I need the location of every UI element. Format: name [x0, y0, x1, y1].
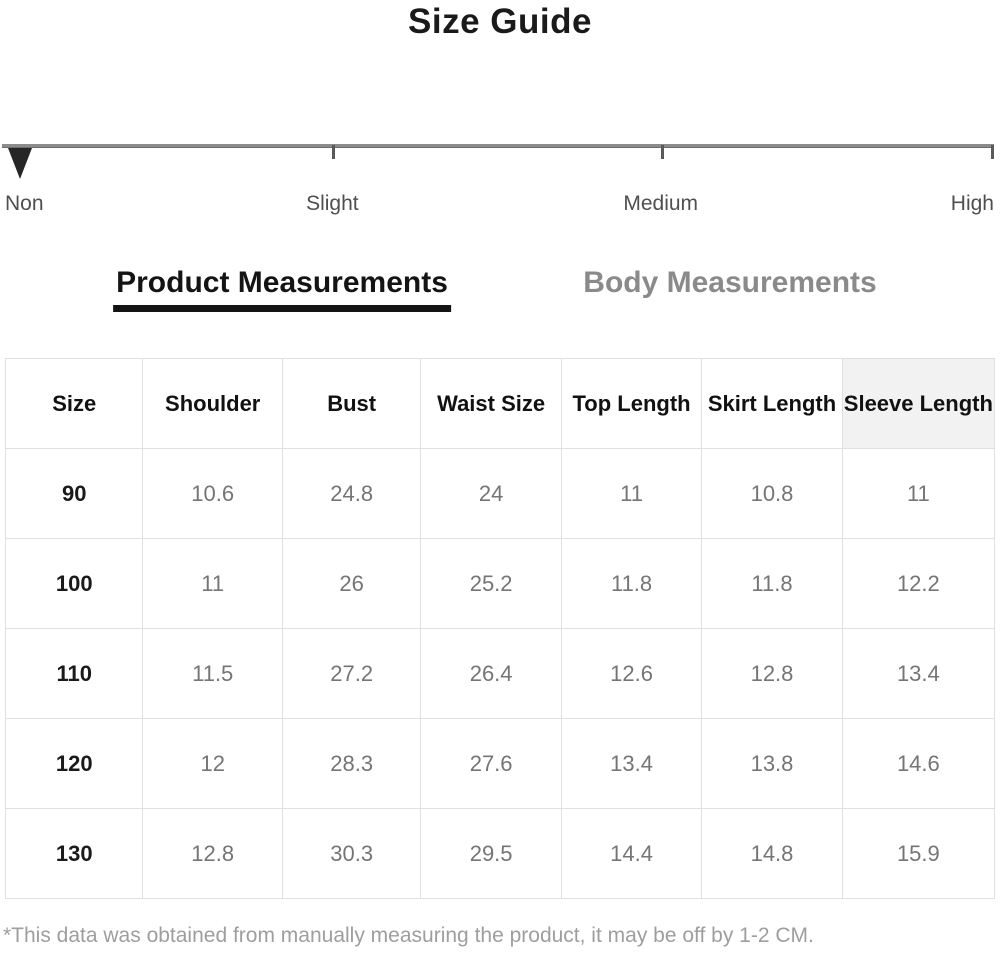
size-table: Size Shoulder Bust Waist Size Top Length Skir… — [4, 358, 996, 899]
measurement-cell: 12.6 — [560, 628, 703, 719]
size-table-body: 90 10.6 24.8 24 11 10.8 11 100 11 26 25.2 11.8 11.8 1… — [4, 448, 996, 899]
measurement-cell: 15.9 — [841, 808, 996, 899]
measurement-disclaimer: *This data was obtained from manually me… — [3, 924, 814, 947]
scale-label-non: Non — [5, 192, 44, 215]
measurement-cell: 11.8 — [701, 538, 843, 629]
measurement-cell: 11 — [560, 448, 703, 539]
column-header-sleeve-length: Sleeve Length — [841, 358, 996, 449]
measurement-cell: 10.8 — [701, 448, 843, 539]
measurement-cell: 26 — [281, 538, 422, 629]
measurement-cell: 11 — [142, 538, 283, 629]
column-header-skirt-length: Skirt Length — [701, 358, 843, 449]
measurement-cell: 10.6 — [142, 448, 283, 539]
column-header-waist-size: Waist Size — [420, 358, 562, 449]
scale-line — [2, 144, 994, 148]
body-measurements-heading: Body Measurements — [583, 266, 877, 299]
scale-tick-high — [991, 145, 994, 159]
measurement-cell: 14.4 — [560, 808, 703, 899]
measurement-cell: 25.2 — [420, 538, 562, 629]
product-measurements-heading: Product Measurements — [113, 266, 451, 312]
size-cell: 130 — [4, 808, 144, 899]
column-header-bust: Bust — [281, 358, 422, 449]
measurement-cell: 14.8 — [701, 808, 843, 899]
table-row: 90 10.6 24.8 24 11 10.8 11 — [4, 448, 996, 539]
size-cell: 120 — [4, 718, 144, 809]
scale-tick-medium — [660, 145, 664, 159]
measurement-cell: 28.3 — [281, 718, 422, 809]
scale-labels: Non Slight Medium High — [2, 192, 994, 220]
column-header-top-length: Top Length — [560, 358, 703, 449]
page-title: Size Guide — [408, 2, 592, 41]
scale-label-medium: Medium — [623, 192, 699, 215]
section-headings: Product Measurements Body Measurements — [0, 266, 1000, 318]
measurement-cell: 13.4 — [560, 718, 703, 809]
scale-label-slight: Slight — [306, 192, 359, 215]
measurement-cell: 26.4 — [420, 628, 562, 719]
measurement-cell: 29.5 — [420, 808, 562, 899]
size-cell: 100 — [4, 538, 144, 629]
measurement-cell: 12.8 — [701, 628, 843, 719]
measurement-cell: 27.6 — [420, 718, 562, 809]
measurement-cell: 24 — [420, 448, 562, 539]
measurement-cell: 13.4 — [841, 628, 996, 719]
measurement-cell: 24.8 — [281, 448, 422, 539]
measurement-cell: 12.2 — [841, 538, 996, 629]
size-cell: 90 — [4, 448, 144, 539]
measurement-cell: 13.8 — [701, 718, 843, 809]
table-row: 110 11.5 27.2 26.4 12.6 12.8 13.4 — [4, 628, 996, 719]
measurement-cell: 30.3 — [281, 808, 422, 899]
measurement-cell: 11.5 — [142, 628, 283, 719]
measurement-cell: 11.8 — [560, 538, 703, 629]
scale-label-high: High — [950, 192, 994, 215]
measurement-cell: 27.2 — [281, 628, 422, 719]
measurement-cell: 11 — [841, 448, 996, 539]
table-row: 120 12 28.3 27.6 13.4 13.8 14.6 — [4, 718, 996, 809]
measurement-cell: 12 — [142, 718, 283, 809]
size-cell: 110 — [4, 628, 144, 719]
table-row: 100 11 26 25.2 11.8 11.8 12.2 — [4, 538, 996, 629]
scale-tick-slight — [332, 145, 336, 159]
transparency-scale: Non Slight Medium High — [2, 144, 994, 224]
column-header-size: Size — [4, 358, 144, 449]
triangle-down-icon — [8, 148, 32, 179]
table-row: 130 12.8 30.3 29.5 14.4 14.8 15.9 — [4, 808, 996, 899]
column-header-shoulder: Shoulder — [142, 358, 283, 449]
measurement-cell: 12.8 — [142, 808, 283, 899]
measurement-cell: 14.6 — [841, 718, 996, 809]
size-table-header-row: Size Shoulder Bust Waist Size Top Length Skir… — [4, 358, 996, 449]
